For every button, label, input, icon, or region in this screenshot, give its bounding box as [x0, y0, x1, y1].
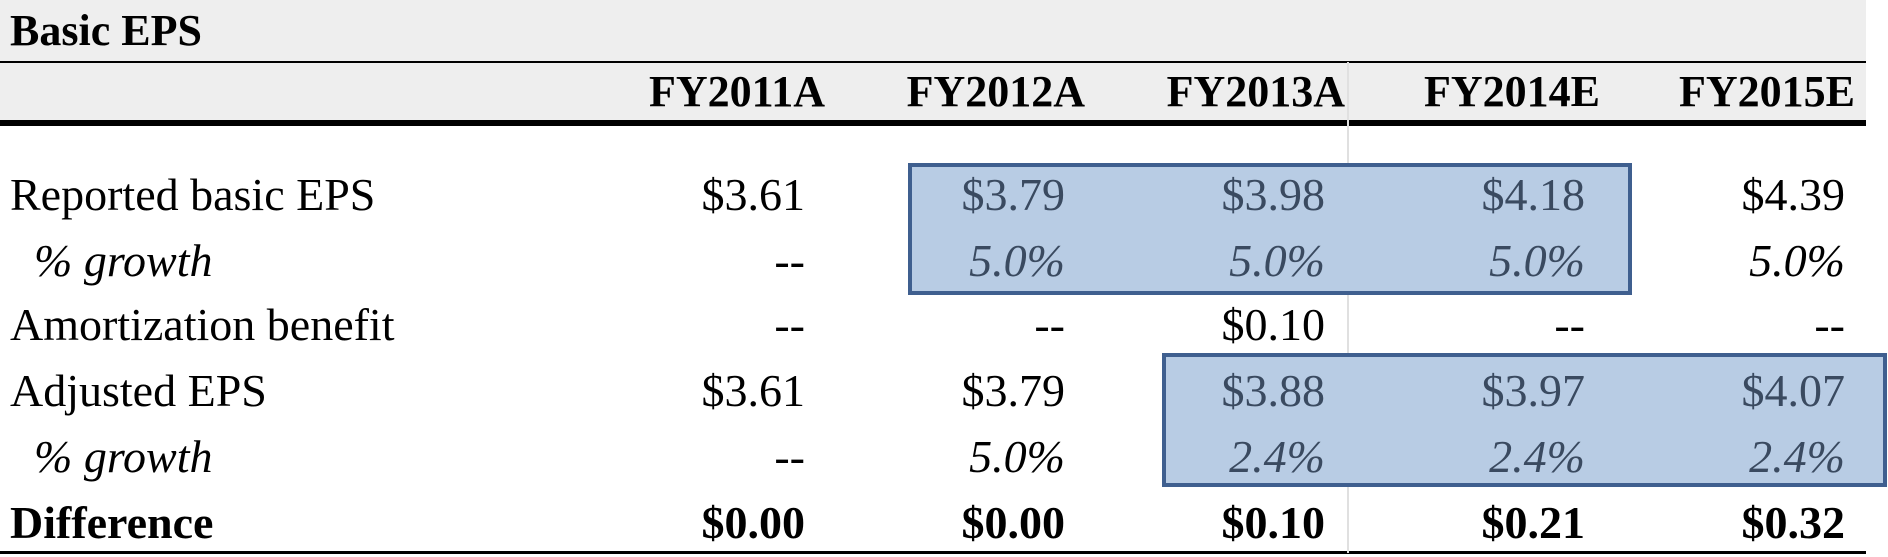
adjusted-growth-fy2014e: 2.4% — [1489, 431, 1585, 482]
reported-eps-fy2011a: $3.61 — [701, 169, 806, 220]
table-title: Basic EPS — [10, 6, 202, 55]
amortization-fy2015e: -- — [1814, 299, 1845, 350]
column-header-fy2012a: FY2012A — [906, 67, 1085, 116]
adjusted-growth-fy2013a: 2.4% — [1229, 431, 1325, 482]
reported-eps-fy2015e: $4.39 — [1741, 169, 1846, 220]
amortization-fy2014e: -- — [1554, 299, 1585, 350]
adjusted-growth-fy2011a: -- — [774, 431, 805, 482]
reported-growth-fy2011a: -- — [774, 235, 805, 286]
reported-highlight-box — [908, 163, 1632, 295]
adjusted-eps-fy2014e: $3.97 — [1481, 365, 1586, 416]
row-label-reported-growth: % growth — [34, 235, 213, 286]
column-header-fy2013a: FY2013A — [1166, 67, 1345, 116]
reported-eps-fy2013a: $3.98 — [1221, 169, 1326, 220]
reported-eps-fy2012a: $3.79 — [961, 169, 1066, 220]
amortization-fy2013a: $0.10 — [1221, 299, 1326, 350]
row-label-adjusted-growth: % growth — [34, 431, 213, 482]
adjusted-eps-fy2012a: $3.79 — [961, 365, 1066, 416]
header-divider — [0, 120, 1866, 126]
adjusted-eps-fy2015e: $4.07 — [1741, 365, 1846, 416]
difference-fy2011a: $0.00 — [701, 497, 806, 548]
amortization-fy2012a: -- — [1034, 299, 1065, 350]
estimate-divider — [1347, 62, 1349, 553]
reported-eps-fy2014e: $4.18 — [1481, 169, 1586, 220]
difference-fy2012a: $0.00 — [961, 497, 1066, 548]
amortization-fy2011a: -- — [774, 299, 805, 350]
difference-fy2015e: $0.32 — [1741, 497, 1846, 548]
row-label-reported-eps: Reported basic EPS — [10, 169, 376, 220]
column-header-fy2015e: FY2015E — [1679, 67, 1855, 116]
adjusted-highlight-box — [1162, 353, 1887, 487]
adjusted-eps-fy2013a: $3.88 — [1221, 365, 1326, 416]
row-label-amortization: Amortization benefit — [10, 299, 395, 350]
column-header-fy2014e: FY2014E — [1424, 67, 1600, 116]
difference-fy2014e: $0.21 — [1481, 497, 1586, 548]
column-header-fy2011a: FY2011A — [649, 67, 825, 116]
title-band — [0, 0, 1866, 62]
adjusted-eps-fy2011a: $3.61 — [701, 365, 806, 416]
reported-growth-fy2015e: 5.0% — [1749, 235, 1845, 286]
table-bottom-rule — [0, 551, 1866, 554]
row-label-adjusted-eps: Adjusted EPS — [10, 365, 267, 416]
adjusted-growth-fy2012a: 5.0% — [969, 431, 1065, 482]
title-divider — [0, 61, 1866, 63]
adjusted-growth-fy2015e: 2.4% — [1749, 431, 1845, 482]
reported-growth-fy2013a: 5.0% — [1229, 235, 1325, 286]
difference-fy2013a: $0.10 — [1221, 497, 1326, 548]
reported-growth-fy2014e: 5.0% — [1489, 235, 1585, 286]
reported-growth-fy2012a: 5.0% — [969, 235, 1065, 286]
header-band — [0, 62, 1866, 122]
row-label-difference: Difference — [10, 497, 214, 548]
